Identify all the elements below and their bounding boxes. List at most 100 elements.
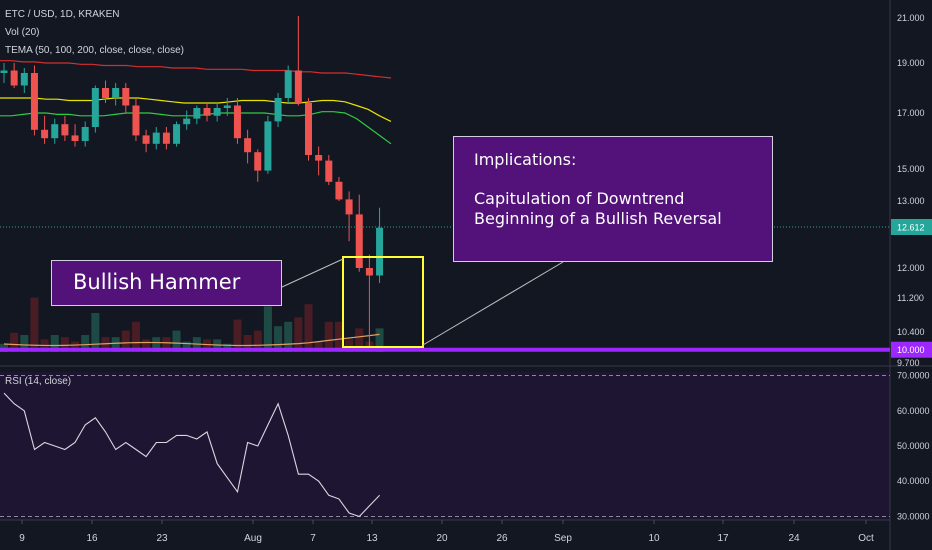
volume-bar: [101, 337, 110, 352]
candle-body: [0, 70, 8, 73]
candle-up: [0, 63, 8, 83]
volume-bar: [60, 337, 69, 352]
rsi-tick-label: 30.0000: [897, 511, 930, 521]
volume-bar: [253, 330, 262, 352]
volume-bar: [121, 330, 130, 352]
candle-down: [335, 177, 343, 201]
rsi-line: [0, 375, 890, 518]
price-tick-label: 13.000: [897, 196, 925, 206]
price-tick-label: 21.000: [897, 13, 925, 23]
volume-bar: [284, 321, 293, 352]
price-tick-label: 11.200: [897, 293, 924, 303]
volume-bar: [304, 304, 313, 352]
volume-bar: [131, 321, 140, 352]
candle-up: [274, 93, 282, 127]
rsi-tick-label: 60.0000: [897, 406, 930, 416]
price-tick-label: 12.000: [897, 263, 925, 273]
time-tick-label: 7: [310, 533, 316, 544]
candle-down: [325, 155, 333, 185]
candle-body: [335, 181, 343, 200]
volume-bar: [375, 328, 384, 352]
candle-up: [20, 68, 28, 93]
implications-title: Implications:: [474, 150, 577, 169]
candle-down: [71, 124, 79, 147]
candle-down: [315, 146, 323, 176]
candle-body: [365, 268, 373, 276]
candle-up: [91, 85, 99, 133]
candle-body: [132, 105, 140, 136]
volume-bar: [355, 328, 364, 352]
bullish-hammer-label: Bullish Hammer: [73, 270, 241, 294]
time-tick-label: 24: [788, 533, 800, 544]
volume-bar: [314, 341, 323, 352]
support-price-label: 10.000: [897, 345, 925, 355]
candle-down: [102, 80, 109, 103]
price-tick-label: 15.000: [897, 164, 925, 174]
candle-body: [30, 73, 38, 130]
candle-body: [294, 70, 302, 103]
candle-body: [264, 121, 272, 171]
price-tick-label: 9.700: [897, 358, 920, 368]
time-axis-labels: 9 16 23 Aug 7 13 20 26 Sep 10 17 24 Oct: [19, 520, 874, 544]
tema-line-3: [0, 60, 392, 79]
candle-body: [112, 88, 120, 98]
time-tick-label: 17: [717, 533, 729, 544]
volume-bar: [263, 306, 272, 352]
symbol-title: ETC / USD, 1D, KRAKEN: [5, 9, 120, 20]
rsi-tick-label: 50.0000: [897, 441, 930, 451]
candle-down: [10, 63, 18, 88]
candle-body: [71, 135, 79, 141]
rsi-series-line: [3, 392, 380, 518]
candle-body: [244, 138, 252, 153]
candle-body: [41, 129, 49, 139]
candle-down: [162, 127, 170, 150]
volume-bar: [294, 317, 303, 352]
implications-annotation: Implications: Capitulation of Downtrend …: [453, 136, 773, 262]
volume-bar: [142, 339, 151, 352]
volume-bar: [111, 337, 120, 352]
candle-body: [91, 88, 99, 127]
time-tick-label: Oct: [858, 533, 874, 544]
time-tick-label: 20: [436, 533, 448, 544]
rsi-tick-label: 40.0000: [897, 476, 930, 486]
volume-bar: [213, 339, 222, 352]
candle-up: [112, 83, 120, 106]
rsi-tick-label: 70.0000: [897, 371, 930, 381]
tema-indicator-label: TEMA (50, 100, 200, close, close, close): [5, 45, 184, 56]
time-tick-label: 26: [496, 533, 508, 544]
candle-body: [376, 227, 384, 276]
candle-down: [30, 65, 38, 136]
candle-down: [233, 98, 241, 144]
volume-ma-line: [3, 333, 380, 347]
candle-down: [305, 98, 312, 161]
candle-body: [315, 155, 323, 161]
volume-bar: [203, 339, 211, 352]
tema-line-2: [0, 97, 392, 122]
volume-bar: [50, 335, 59, 352]
candle-up: [223, 98, 231, 116]
candle-body: [223, 105, 231, 108]
candle-body: [355, 214, 363, 268]
volume-bar: [334, 321, 343, 352]
candle-down: [365, 254, 373, 350]
candle-down: [355, 194, 363, 272]
candle-body: [183, 118, 191, 125]
candle-up: [376, 207, 384, 283]
candle-down: [61, 115, 69, 141]
price-tick-label: 10.400: [897, 327, 925, 337]
candle-body: [142, 135, 150, 144]
volume-bar: [71, 341, 80, 352]
support-badge: [891, 341, 932, 358]
candle-down: [142, 129, 150, 153]
hammer-connector-line: [281, 258, 344, 288]
candle-body: [152, 132, 160, 144]
volume-bar: [10, 332, 19, 352]
price-tick-label: 19.000: [897, 58, 925, 68]
candle-up: [213, 103, 221, 122]
volume-bar: [172, 330, 181, 352]
candles: [0, 16, 384, 350]
candle-body: [345, 199, 353, 215]
volume-bar: [20, 335, 29, 352]
price-tick-label: 17.000: [897, 108, 925, 118]
